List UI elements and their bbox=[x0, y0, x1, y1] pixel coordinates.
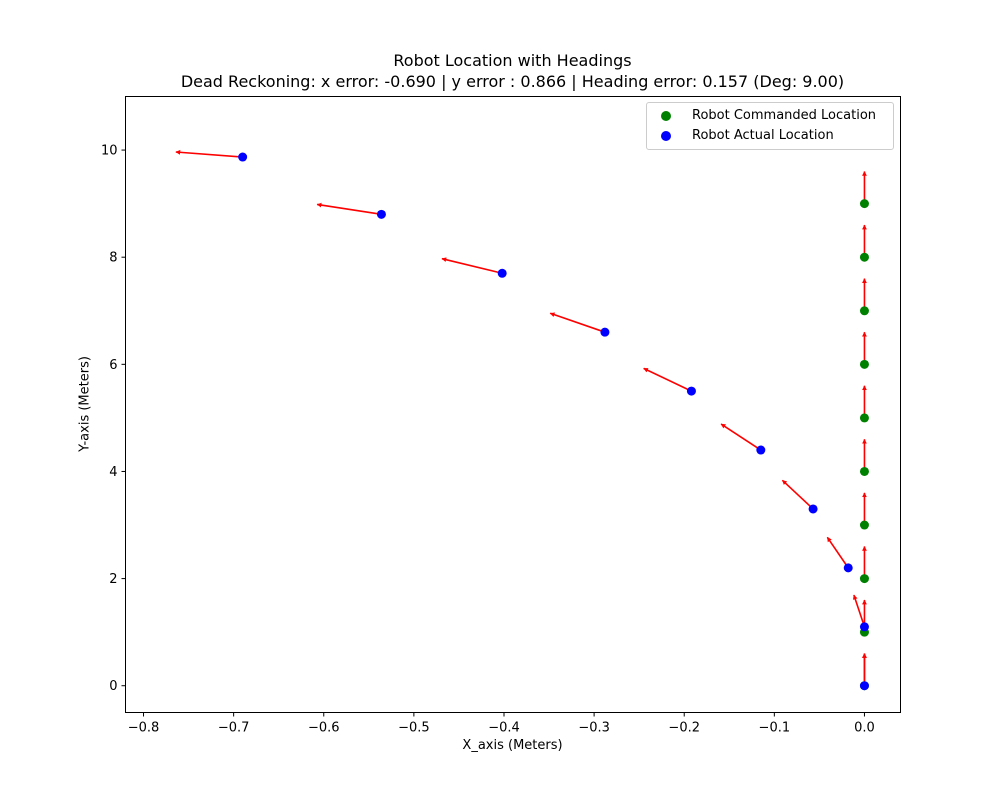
x-axis-label: X_axis (Meters) bbox=[462, 738, 563, 753]
actual-location-point bbox=[843, 563, 853, 573]
x-tick-label: −0.7 bbox=[218, 721, 250, 736]
y-axis-label: Y-axis (Meters) bbox=[77, 356, 93, 452]
actual-heading-arrow bbox=[316, 202, 382, 216]
x-tick-label: −0.5 bbox=[398, 721, 430, 736]
x-tick-label: −0.8 bbox=[128, 721, 160, 736]
commanded-location-point bbox=[859, 306, 869, 316]
commanded-location-point bbox=[859, 199, 869, 209]
actual-location-point bbox=[808, 504, 818, 514]
legend-entry-actual: Robot Actual Location bbox=[661, 128, 834, 143]
legend-label-commanded: Robot Commanded Location bbox=[692, 108, 877, 123]
y-tick-label: 10 bbox=[101, 144, 118, 159]
actual-location-point bbox=[859, 681, 869, 691]
legend-marker-actual bbox=[661, 130, 671, 141]
actual-heading-arrow bbox=[441, 257, 503, 275]
legend-entry-commanded: Robot Commanded Location bbox=[661, 108, 876, 123]
y-tick-label: 8 bbox=[109, 251, 117, 266]
y-tick-label: 6 bbox=[109, 358, 117, 373]
legend-label-actual: Robot Actual Location bbox=[692, 128, 834, 143]
commanded-location-point bbox=[859, 413, 869, 423]
x-tick-label: −0.3 bbox=[578, 721, 610, 736]
actual-location-point bbox=[600, 327, 610, 337]
actual-location-point bbox=[497, 268, 507, 278]
x-tick-label: −0.2 bbox=[668, 721, 700, 736]
plot-frame bbox=[125, 96, 901, 713]
legend-marker-commanded bbox=[661, 110, 671, 121]
commanded-location-point bbox=[859, 466, 869, 476]
actual-heading-arrow bbox=[781, 479, 814, 510]
actual-heading-arrow bbox=[175, 149, 243, 158]
y-tick-label: 2 bbox=[109, 572, 117, 587]
commanded-location-point bbox=[859, 252, 869, 262]
actual-location-point bbox=[859, 622, 869, 632]
actual-heading-arrow bbox=[852, 594, 866, 628]
commanded-location-point bbox=[859, 574, 869, 584]
commanded-location-point bbox=[859, 520, 869, 530]
axis-ticks: −0.8 −0.7 −0.6 −0.5 −0.4 −0.3 −0.2 −0.1 0.0 0 2 4 6 8… bbox=[101, 144, 875, 736]
actual-location-point bbox=[686, 386, 696, 396]
actual-heading-arrow bbox=[549, 312, 606, 333]
actual-location-point bbox=[756, 445, 766, 455]
x-tick-label: −0.6 bbox=[308, 721, 340, 736]
chart-marks bbox=[175, 149, 869, 691]
actual-location-point bbox=[376, 209, 386, 219]
y-tick-label: 0 bbox=[109, 679, 117, 694]
legend: Robot Commanded Location Robot Actual Lo… bbox=[646, 102, 894, 150]
chart-title: Robot Location with Headings bbox=[393, 51, 632, 70]
x-tick-label: −0.4 bbox=[488, 721, 520, 736]
actual-location-point bbox=[238, 152, 248, 162]
x-tick-label: 0.0 bbox=[854, 721, 875, 736]
commanded-location-point bbox=[859, 359, 869, 369]
chart-subtitle: Dead Reckoning: x error: -0.690 | y erro… bbox=[180, 72, 845, 91]
x-tick-label: −0.1 bbox=[759, 721, 791, 736]
actual-heading-arrow bbox=[643, 367, 692, 392]
actual-heading-arrow bbox=[720, 423, 762, 451]
actual-heading-arrow bbox=[826, 536, 849, 569]
y-tick-label: 4 bbox=[109, 465, 117, 480]
